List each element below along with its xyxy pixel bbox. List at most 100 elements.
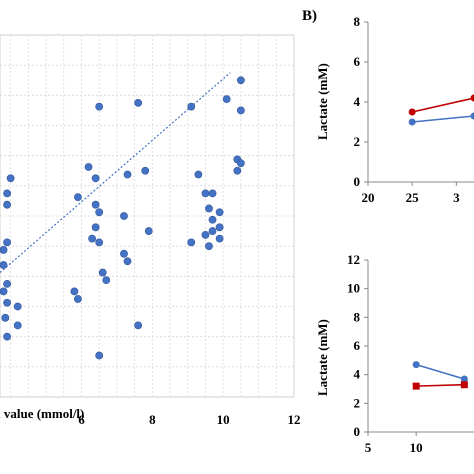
series-marker (470, 112, 474, 120)
top-chart-y-axis-label: Lactate (mM) (315, 63, 330, 140)
scatter-point (208, 215, 217, 224)
scatter-point (120, 249, 128, 258)
x-tick-label: 5 (365, 440, 372, 455)
scatter-x-tick-label: 8 (149, 412, 156, 427)
scatter-point (208, 189, 217, 198)
scatter-point (134, 98, 143, 107)
series-line (412, 115, 474, 123)
scatter-point (201, 230, 210, 239)
y-tick-label: 2 (354, 134, 361, 149)
scatter-point (88, 234, 96, 243)
scatter-point (3, 200, 11, 209)
scatter-point (3, 298, 11, 307)
scatter-x-tick-labels: 6 8 10 12 (78, 412, 300, 427)
scatter-point (194, 170, 203, 179)
scatter-point (95, 351, 104, 360)
x-tick-label: 3 (453, 190, 460, 205)
scatter-point (1, 313, 10, 322)
series-marker (412, 361, 420, 369)
scatter-point (91, 174, 100, 183)
y-tick-label: 4 (354, 94, 361, 109)
scatter-point (95, 238, 104, 247)
scatter-point (3, 332, 11, 341)
scatter-point (205, 204, 213, 213)
scatter-point (236, 106, 245, 115)
scatter-point (123, 257, 132, 266)
scatter-point (6, 174, 15, 183)
scatter-point (95, 208, 104, 217)
scatter-point (13, 302, 22, 311)
scatter-point (84, 163, 93, 171)
scatter-point (187, 238, 196, 247)
series-marker (408, 118, 416, 126)
y-tick-label: 8 (354, 14, 361, 29)
scatter-x-axis-label: l value (mmol/l) (0, 406, 84, 421)
y-tick-label: 6 (354, 338, 361, 353)
scatter-point (215, 234, 224, 243)
y-tick-label: 0 (354, 174, 361, 189)
scatter-point (3, 238, 11, 247)
scatter-point (187, 102, 196, 111)
scatter-point (3, 189, 11, 198)
scatter-point (0, 287, 8, 296)
scatter-point (74, 193, 82, 202)
y-tick-label: 6 (354, 54, 361, 69)
series-line (415, 363, 465, 380)
scatter-point (91, 200, 100, 209)
scatter-point (215, 208, 224, 217)
x-tick-label: 25 (406, 190, 420, 205)
scatter-point (215, 223, 224, 232)
scatter-x-tick-label: 12 (288, 412, 301, 427)
scatter-point (91, 223, 100, 232)
series-marker (408, 108, 416, 116)
scatter-point (70, 287, 79, 296)
scatter-point (0, 246, 8, 254)
y-tick-label: 8 (354, 309, 361, 324)
scatter-point (205, 242, 213, 251)
bottom-chart-series (412, 361, 468, 390)
scatter-point (236, 159, 245, 168)
series-line (411, 97, 474, 113)
scatter-point (123, 170, 132, 179)
y-tick-label: 0 (354, 424, 361, 439)
scatter-point (120, 212, 128, 220)
y-tick-label: 12 (347, 252, 360, 267)
panel-label-b: B) (302, 8, 317, 24)
scatter-point (13, 321, 22, 330)
lactate-chart-top: 0 2 4 6 8 20 25 3 Lactate (mM) (315, 14, 474, 205)
scatter-point (0, 261, 8, 269)
scatter-points (0, 76, 245, 360)
scatter-x-tick-label: 6 (78, 412, 85, 427)
bottom-chart-y-tick-labels: 0 2 4 6 8 10 12 (347, 252, 368, 439)
y-tick-label: 10 (347, 281, 360, 296)
lactate-chart-bottom: 0 2 4 6 8 10 12 5 10 Lactate (mM) (315, 252, 474, 455)
scatter-point (98, 268, 107, 277)
scatter-point (102, 276, 111, 285)
series-marker (412, 382, 420, 390)
scatter-x-tick-label: 10 (217, 412, 230, 427)
scatter-point (3, 279, 11, 288)
scatter-point (144, 227, 153, 235)
series-marker (470, 94, 474, 102)
y-tick-label: 2 (354, 395, 361, 410)
top-chart-x-tick-labels: 20 25 3 (362, 182, 460, 205)
x-tick-label: 20 (362, 190, 375, 205)
series-line (416, 383, 465, 387)
scatter-grid (0, 35, 295, 397)
scatter-point (236, 76, 245, 85)
scatter-point (74, 295, 82, 303)
scatter-panel: 6 8 10 12 l value (mmol/l) (0, 34, 301, 427)
scatter-point (95, 102, 104, 111)
scatter-point (222, 95, 231, 104)
y-tick-label: 4 (354, 367, 361, 382)
scatter-point (233, 166, 242, 175)
scatter-point (208, 227, 217, 235)
top-chart-y-tick-labels: 0 2 4 6 8 (354, 14, 368, 189)
scatter-point (141, 166, 150, 175)
scatter-point (201, 189, 210, 198)
top-chart-series (408, 94, 474, 126)
bottom-chart-y-axis-label: Lactate (mM) (315, 319, 330, 396)
series-marker (460, 375, 468, 383)
trendline (0, 72, 231, 274)
